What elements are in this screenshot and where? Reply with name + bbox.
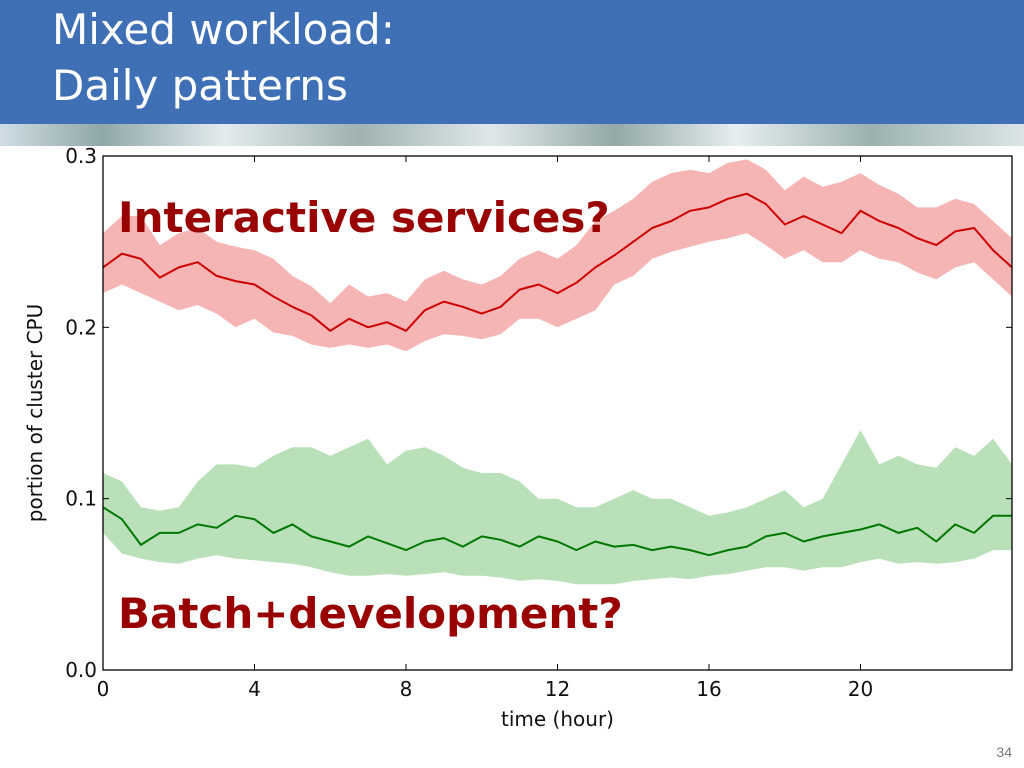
annotation-batch-development: Batch+development?: [118, 589, 623, 638]
slide-number: 34: [996, 744, 1012, 760]
batch-line: [102, 506, 1012, 557]
x-tick-label: 4: [248, 677, 261, 701]
interactive-line: [102, 192, 1013, 332]
y-axis-label: portion of cluster CPU: [23, 304, 47, 523]
series-lines: [102, 192, 1013, 557]
slide-title-line-1: Mixed workload:: [52, 5, 395, 54]
x-tick-label: 16: [696, 677, 721, 701]
confidence-bands: [103, 159, 1012, 585]
slide-header: [0, 0, 1024, 128]
interactive-band: [103, 159, 1012, 352]
y-tick-label: 0.0: [65, 658, 97, 682]
axis-ticks: 0 4 8 12 16 20 0.0 0.1 0.2 0.3: [65, 144, 1012, 701]
annotation-interactive-services: Interactive services?: [118, 193, 610, 242]
y-tick-label: 0.1: [65, 487, 97, 511]
x-tick-label: 12: [545, 677, 570, 701]
cpu-usage-chart: 0 4 8 12 16 20 0.0 0.1 0.2 0.3 time (hour) portio…: [23, 144, 1013, 731]
batch-band: [103, 430, 1012, 585]
header-banner-strip: [0, 124, 1024, 146]
y-tick-label: 0.3: [65, 144, 97, 168]
x-tick-label: 0: [97, 677, 110, 701]
x-tick-label: 20: [848, 677, 873, 701]
y-tick-label: 0.2: [65, 315, 97, 339]
x-axis-label: time (hour): [501, 707, 614, 731]
slide-title-line-2: Daily patterns: [52, 61, 348, 110]
x-tick-label: 8: [400, 677, 413, 701]
slide-title: Mixed workload: Daily patterns: [52, 2, 395, 114]
